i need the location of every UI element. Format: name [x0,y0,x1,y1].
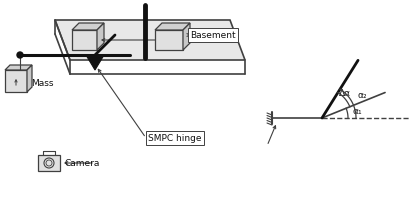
Text: Camera: Camera [64,159,99,168]
Circle shape [17,52,23,58]
Polygon shape [72,30,97,50]
Polygon shape [155,30,183,50]
Polygon shape [86,55,104,70]
Text: α₂: α₂ [357,91,367,100]
Polygon shape [55,20,245,60]
Text: Basement: Basement [190,30,236,39]
Text: Mass: Mass [31,79,53,88]
Polygon shape [38,155,60,171]
Polygon shape [183,23,190,50]
Polygon shape [5,70,27,92]
Polygon shape [72,23,104,30]
Polygon shape [155,23,190,30]
Polygon shape [97,23,104,50]
Polygon shape [27,65,32,92]
Text: Δα: Δα [339,89,351,98]
Text: α₁: α₁ [352,107,362,116]
Polygon shape [5,65,32,70]
Text: SMPC hinge: SMPC hinge [148,134,201,143]
